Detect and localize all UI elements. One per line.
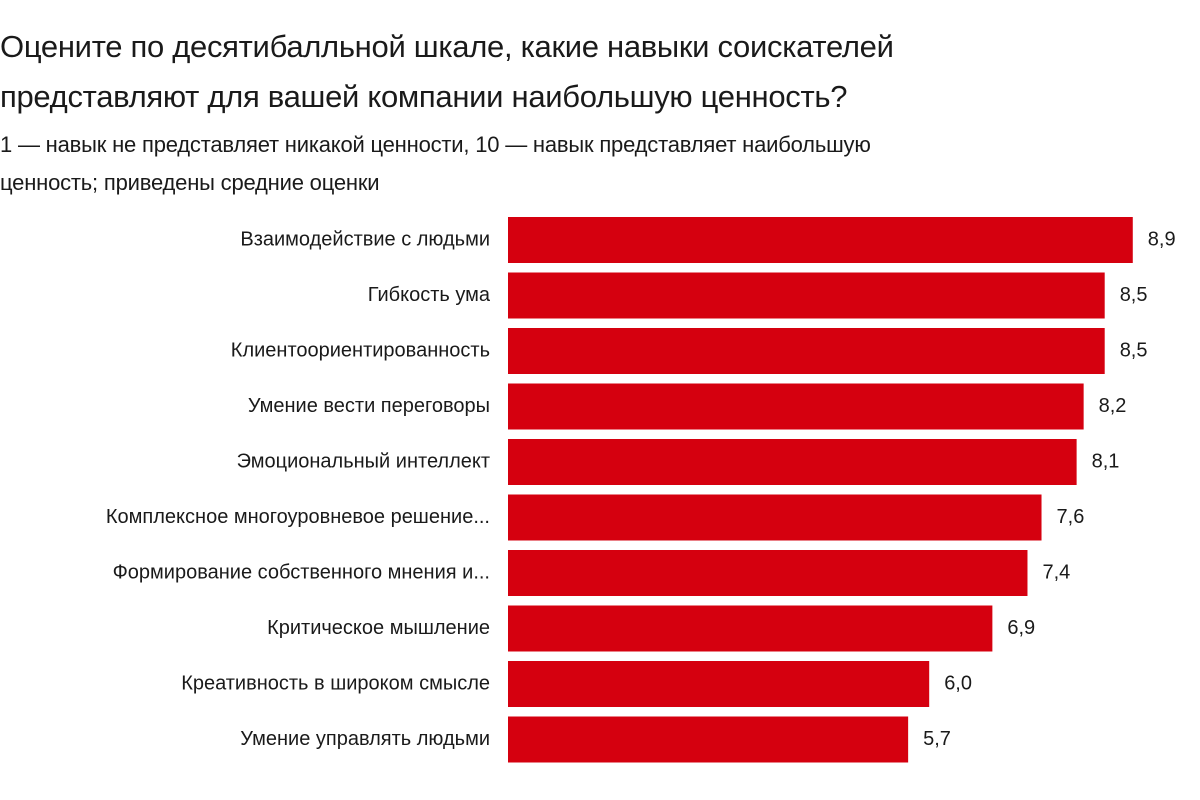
bar	[508, 661, 930, 707]
value-label: 5,7	[923, 728, 951, 750]
bar	[508, 217, 1133, 263]
category-label: Критическое мышление	[267, 617, 490, 639]
category-label: Гибкость ума	[368, 284, 491, 306]
value-label: 6,0	[944, 672, 972, 694]
category-label: Комплексное многоуровневое решение...	[106, 506, 490, 528]
bar	[508, 328, 1105, 374]
bar	[508, 716, 909, 763]
chart-subtitle: 1 — навык не представляет никакой ценнос…	[0, 132, 871, 195]
category-label: Умение управлять людьми	[240, 728, 490, 750]
category-label: Клиентоориентированность	[231, 339, 490, 361]
bar	[508, 494, 1042, 541]
value-label: 8,2	[1099, 395, 1127, 417]
category-label: Взаимодействие с людьми	[240, 228, 490, 250]
value-label: 7,4	[1042, 561, 1070, 583]
value-label: 7,6	[1057, 506, 1085, 528]
value-label: 8,9	[1148, 228, 1176, 250]
value-label: 6,9	[1007, 617, 1035, 639]
bar	[508, 550, 1028, 596]
value-label: 8,5	[1120, 339, 1148, 361]
category-label: Формирование собственного мнения и...	[113, 561, 490, 583]
bar	[508, 272, 1105, 319]
bar	[508, 383, 1084, 430]
value-label: 8,5	[1120, 284, 1148, 306]
bar	[508, 605, 993, 652]
category-label: Эмоциональный интеллект	[237, 450, 490, 472]
category-label: Умение вести переговоры	[248, 395, 490, 417]
bar	[508, 439, 1077, 485]
category-label: Креативность в широком смысле	[181, 672, 490, 694]
value-label: 8,1	[1092, 450, 1120, 472]
chart-title: Оцените по десятибалльной шкале, какие н…	[0, 29, 894, 114]
